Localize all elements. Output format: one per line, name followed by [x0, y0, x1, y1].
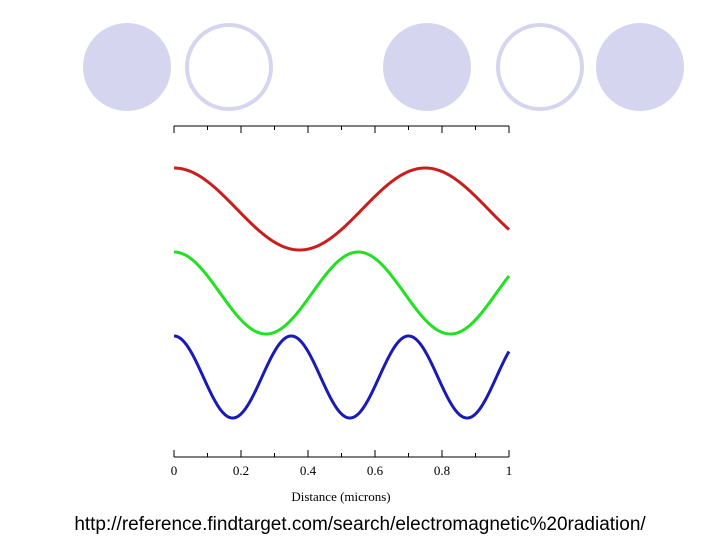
x-axis-label: Distance (microns): [291, 489, 390, 504]
decorative-circles: [83, 23, 684, 111]
x-tick-labels: 0 0.2 0.4 0.6 0.8 1: [171, 463, 513, 478]
decor-circle-filled: [383, 23, 471, 111]
series-line-green-wave: [173, 250, 511, 336]
decor-circle-filled: [83, 23, 171, 111]
x-tick-label: 0.2: [233, 463, 249, 478]
decor-circle-ring: [496, 23, 584, 111]
decor-circle-filled: [596, 23, 684, 111]
source-url-caption: http://reference.findtarget.com/search/e…: [74, 514, 646, 535]
x-tick-label: 1: [506, 463, 513, 478]
x-tick-label: 0.6: [367, 463, 384, 478]
series-line-red-wave: [173, 166, 510, 252]
series-line-blue-wave: [173, 334, 511, 420]
x-tick-label: 0.4: [300, 463, 317, 478]
decor-circle-ring: [185, 23, 273, 111]
x-tick-label: 0.8: [434, 463, 450, 478]
wave-chart: 0 0.2 0.4 0.6 0.8 1 Distance (microns): [171, 125, 513, 504]
x-tick-label: 0: [171, 463, 178, 478]
top-axis-ticks: [173, 126, 510, 133]
bottom-axis-ticks: [173, 450, 510, 457]
